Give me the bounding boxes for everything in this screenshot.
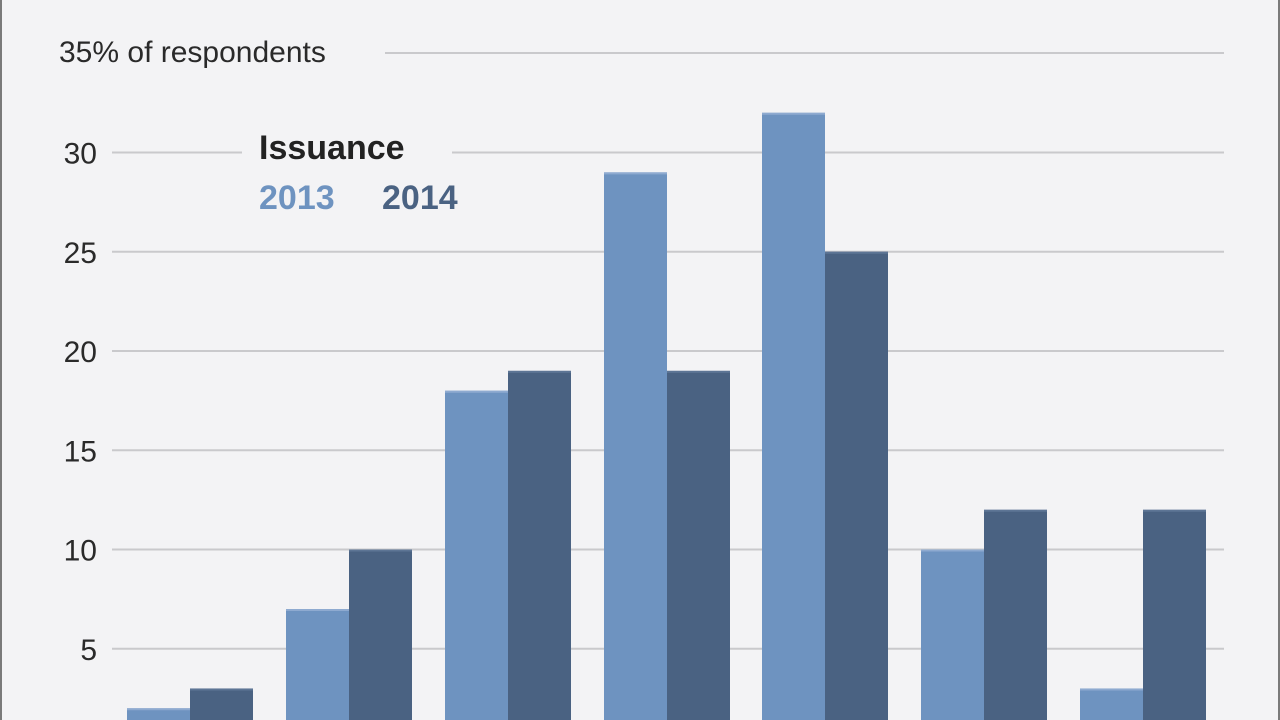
bar-2014-4 <box>667 370 730 720</box>
bar-2013-5 <box>762 112 825 720</box>
y-tick-label: 5 <box>80 634 97 667</box>
legend-item-2014: 2014 <box>382 179 458 217</box>
legend-title: Issuance <box>259 129 405 167</box>
bar-2014-7 <box>1143 509 1206 720</box>
bars <box>127 112 1206 720</box>
bar-2014-2 <box>349 549 412 720</box>
bar-2014-6 <box>984 509 1047 720</box>
y-tick-label: 30 <box>64 138 97 171</box>
bar-2013-1 <box>127 708 190 720</box>
bar-2013-7 <box>1080 688 1143 720</box>
bar-2014-3 <box>508 370 571 720</box>
bar-2013-6 <box>921 549 984 720</box>
legend-background <box>242 120 452 230</box>
bar-2013-4 <box>604 172 667 720</box>
y-tick-label: 15 <box>64 435 97 468</box>
y-tick-label: 10 <box>64 535 97 568</box>
y-axis-ticks: 5 10 15 20 25 30 <box>64 138 97 667</box>
bar-2013-2 <box>286 609 349 720</box>
bar-2013-3 <box>445 390 508 720</box>
legend-item-2013: 2013 <box>259 179 335 217</box>
y-tick-label: 25 <box>64 237 97 270</box>
y-axis-title: 35% of respondents <box>59 36 326 69</box>
bar-2014-5 <box>825 251 888 720</box>
y-tick-label: 20 <box>64 336 97 369</box>
bar-2014-1 <box>190 688 253 720</box>
